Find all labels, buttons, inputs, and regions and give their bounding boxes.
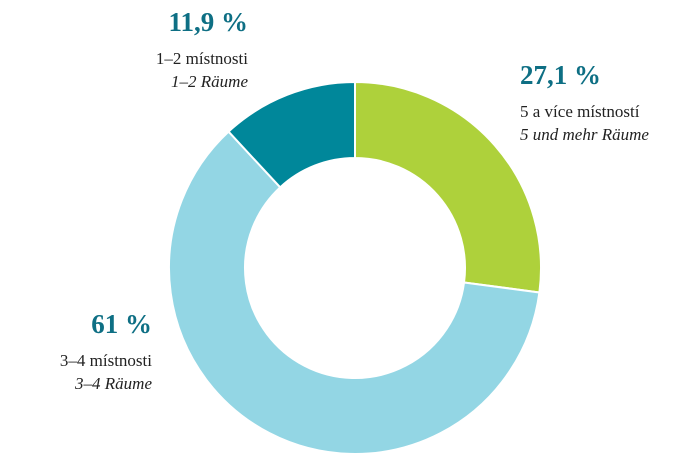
category-label-de: 5 und mehr Räume	[520, 125, 649, 144]
value-label: 11,9 %	[168, 7, 248, 37]
donut-slice	[354, 80, 542, 294]
donut-slice	[168, 130, 541, 455]
value-label: 61 %	[91, 309, 152, 339]
donut-slice	[227, 80, 356, 189]
category-label-de: 1–2 Räume	[171, 72, 248, 91]
category-label-de: 3–4 Räume	[74, 374, 152, 393]
category-label: 5 a více místností	[520, 102, 640, 121]
category-label: 3–4 místnosti	[60, 351, 152, 370]
value-label: 27,1 %	[520, 60, 601, 90]
category-label: 1–2 místnosti	[156, 49, 248, 68]
